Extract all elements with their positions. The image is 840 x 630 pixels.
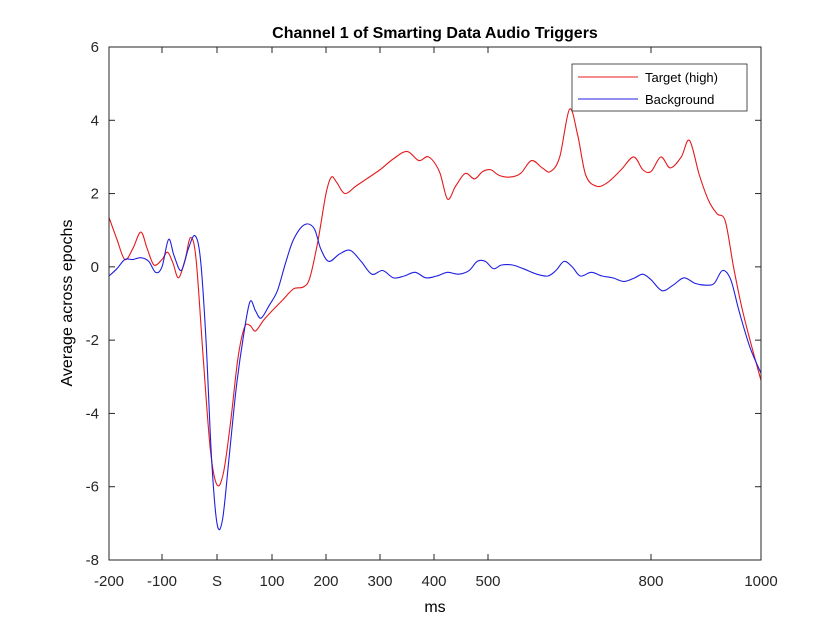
legend-label-background: Background <box>645 92 714 107</box>
series-line-target-high <box>108 108 762 487</box>
x-tick-label: -200 <box>94 573 124 590</box>
x-tick-label: -100 <box>147 573 177 590</box>
x-tick-label: 500 <box>475 573 500 590</box>
y-tick-label: 0 <box>91 259 99 276</box>
y-tick-label: -4 <box>86 405 99 422</box>
y-tick-label: -8 <box>86 552 99 569</box>
x-tick-label: 300 <box>367 573 392 590</box>
y-axis-label: Average across epochs <box>59 220 76 387</box>
y-tick-label: -2 <box>86 332 99 349</box>
y-tick-label: 2 <box>91 186 99 203</box>
y-tick-label: -6 <box>86 479 99 496</box>
legend: Target (high) Background <box>571 63 748 112</box>
legend-label-target: Target (high) <box>645 70 718 85</box>
x-tick-label: 100 <box>259 573 284 590</box>
series-line-background <box>108 223 762 531</box>
x-tick-label: 200 <box>313 573 338 590</box>
x-tick-label: 1000 <box>744 573 777 590</box>
plot-area-frame <box>108 46 762 561</box>
legend-box <box>571 63 748 112</box>
y-tick-label: 4 <box>91 112 99 129</box>
x-tick-label: S <box>212 573 222 590</box>
x-tick-label: 400 <box>421 573 446 590</box>
y-axis: -8 -6 -4 -2 0 2 4 6 <box>86 39 761 569</box>
x-axis: -200 -100 S 100 200 300 400 500 800 1000 <box>94 47 778 590</box>
x-axis-label: ms <box>424 599 445 616</box>
chart-title: Channel 1 of Smarting Data Audio Trigger… <box>272 25 598 42</box>
y-tick-label: 6 <box>91 39 99 56</box>
series-layer <box>108 108 762 531</box>
x-tick-label: 800 <box>638 573 663 590</box>
